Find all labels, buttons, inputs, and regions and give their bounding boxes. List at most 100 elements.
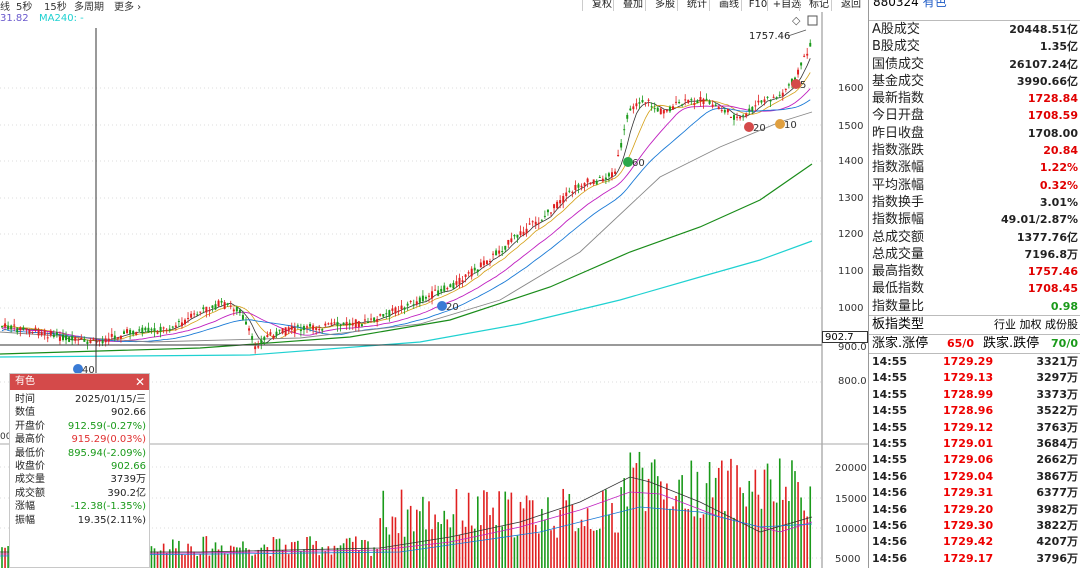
overlay-button[interactable]: 叠加: [613, 0, 652, 11]
candle-body: [150, 328, 153, 330]
volume-bar: [507, 499, 510, 568]
candle-body: [806, 53, 809, 56]
candle-body: [83, 338, 86, 342]
plate-type-options[interactable]: 行业 加权 成份股: [994, 318, 1078, 332]
candle-body: [263, 336, 266, 341]
trade-row[interactable]: 14:56 1729.17 3796万: [869, 551, 1080, 567]
candle-body: [132, 330, 135, 335]
close-icon[interactable]: ✕: [134, 375, 145, 389]
candle-body: [687, 99, 690, 103]
volume-y-label: 5000: [835, 554, 861, 565]
volume-bar: [217, 549, 220, 568]
f10-button[interactable]: F10: [741, 0, 774, 11]
candle-body: [254, 346, 257, 350]
trade-row[interactable]: 14:55 1729.01 3684万: [869, 436, 1080, 452]
candle-body: [7, 325, 10, 330]
candle-body: [171, 326, 174, 328]
add-watchlist-button[interactable]: +自选: [767, 0, 806, 11]
candle-body: [598, 176, 601, 178]
trade-row[interactable]: 14:55 1729.12 3763万: [869, 420, 1080, 436]
volume-bar: [778, 458, 781, 568]
trade-volume: 3822万: [1036, 518, 1078, 532]
candle-body: [797, 69, 800, 75]
volume-bar: [477, 496, 479, 568]
more-periods-link[interactable]: 更多 ›: [114, 2, 142, 13]
period-item-1[interactable]: 5秒: [16, 2, 33, 13]
trade-row[interactable]: 14:55 1729.29 3321万: [869, 354, 1080, 370]
candle-body: [138, 329, 141, 331]
volume-bar: [226, 553, 229, 568]
stat-row: 指数涨幅 1.22%: [869, 159, 1080, 176]
candle-body: [653, 108, 656, 110]
candle-body: [68, 337, 71, 342]
diamond-icon[interactable]: ◇: [792, 14, 801, 27]
candle-body: [711, 104, 714, 107]
period-item-3[interactable]: 多周期: [74, 2, 104, 13]
volume-bar: [647, 478, 650, 568]
candle-body: [205, 306, 208, 313]
candle-body: [614, 171, 617, 174]
mark-button[interactable]: 标记: [799, 0, 838, 11]
volume-bar: [516, 535, 519, 568]
candle-body: [272, 335, 275, 339]
period-item-0[interactable]: 线: [0, 2, 10, 13]
draw-line-button[interactable]: 画线: [709, 0, 748, 11]
candle-body: [71, 336, 74, 341]
trade-time: 14:55: [872, 355, 908, 369]
trade-row[interactable]: 14:56 1729.04 3867万: [869, 469, 1080, 485]
multi-stock-button[interactable]: 多股: [645, 0, 684, 11]
trade-row[interactable]: 14:56 1729.20 3982万: [869, 502, 1080, 518]
volume-bar: [556, 537, 558, 568]
volume-bar: [361, 540, 363, 568]
volume-y-label: 15000: [835, 494, 867, 505]
y-label: 800.0: [838, 376, 867, 387]
tick-trades-list: 14:55 1729.29 3321万 14:55 1729.13 3297万 14:55 1…: [869, 354, 1080, 567]
volume-bar: [150, 546, 153, 568]
trade-row[interactable]: 14:56 1729.30 3822万: [869, 518, 1080, 534]
candle-body: [784, 88, 787, 90]
tooltip-value: 895.94(-2.09%): [67, 447, 146, 459]
volume-bar: [220, 545, 223, 568]
volume-bar: [376, 548, 378, 568]
trade-volume: 3522万: [1036, 404, 1078, 418]
volume-bar: [345, 538, 348, 568]
volume-bar: [184, 554, 186, 568]
volume-bar: [336, 547, 339, 568]
tooltip-value: 902.66: [111, 407, 146, 419]
volume-bar: [492, 507, 494, 568]
trade-row[interactable]: 14:56 1729.31 6377万: [869, 485, 1080, 501]
up-down-row: 涨家.涨停 65/0 跌家.跌停 70/0: [869, 335, 1080, 355]
stat-label: 平均涨幅: [872, 177, 925, 193]
candle-body: [370, 318, 373, 320]
trade-row[interactable]: 14:55 1728.99 3373万: [869, 387, 1080, 403]
candle-body: [251, 336, 254, 340]
volume-bar: [602, 491, 604, 568]
statistics-button[interactable]: 统计: [677, 0, 716, 11]
panel-toggle-icon[interactable]: [807, 15, 818, 26]
candle-body: [647, 99, 650, 101]
volume-bar: [318, 555, 320, 568]
ma-line: [1, 88, 811, 342]
volume-bar: [605, 489, 607, 568]
trade-row[interactable]: 14:55 1729.06 2662万: [869, 452, 1080, 468]
tooltip-key: 振幅: [15, 514, 35, 526]
volume-bar: [400, 489, 403, 568]
candle-body: [190, 313, 193, 318]
period-item-2[interactable]: 15秒: [44, 2, 67, 13]
back-button[interactable]: 返回: [831, 0, 870, 11]
ma-cross-badge-icon: [744, 122, 754, 132]
volume-bar: [721, 460, 723, 568]
candle-body: [589, 182, 592, 184]
candle-body: [400, 305, 403, 310]
candle-body: [409, 300, 412, 303]
trade-row[interactable]: 14:55 1729.13 3297万: [869, 370, 1080, 386]
trade-row[interactable]: 14:56 1729.42 4207万: [869, 534, 1080, 550]
volume-bar: [489, 515, 491, 568]
trade-time: 14:56: [872, 502, 908, 516]
volume-bar: [763, 469, 766, 568]
volume-bar: [675, 495, 677, 568]
candle-body: [635, 103, 638, 107]
candle-body: [705, 98, 708, 101]
fuquan-button[interactable]: 复权: [582, 0, 621, 11]
trade-row[interactable]: 14:55 1728.96 3522万: [869, 403, 1080, 419]
